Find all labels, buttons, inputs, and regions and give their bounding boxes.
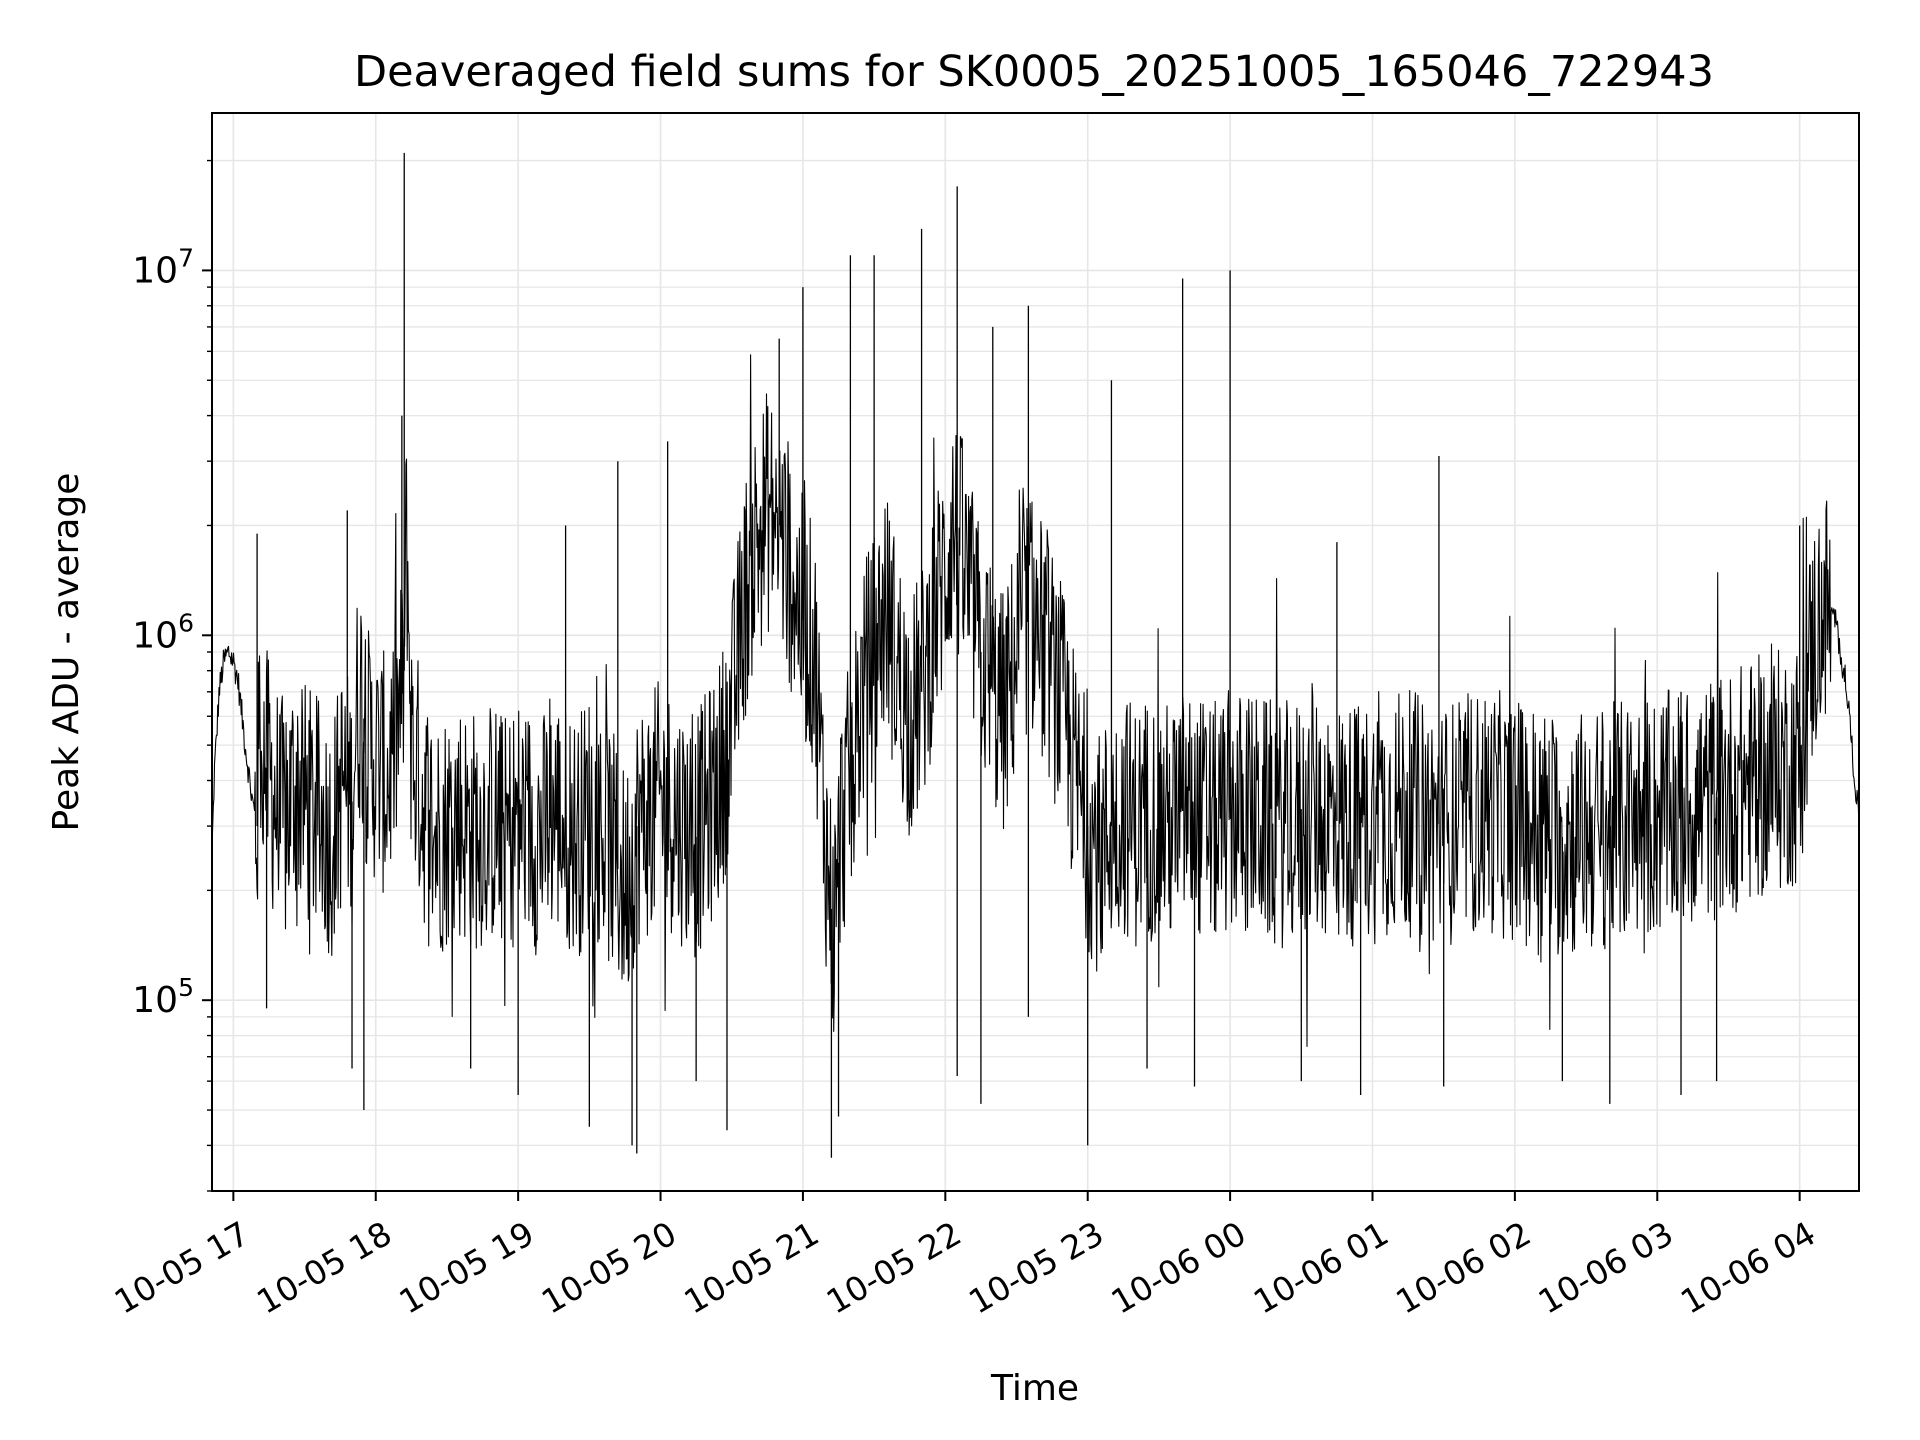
x-axis-label: Time xyxy=(990,1368,1079,1409)
y-tick-label: 105 xyxy=(132,973,194,1021)
y-tick-label: 106 xyxy=(132,608,194,656)
series-layer xyxy=(212,152,1859,1158)
y-axis: 105 106 107 xyxy=(132,159,212,1192)
y-tick-label: 107 xyxy=(132,243,194,291)
chart-title: Deaveraged field sums for SK0005_2025100… xyxy=(354,47,1714,97)
y-axis-label: Peak ADU - average xyxy=(46,473,87,832)
series-line xyxy=(212,354,1859,1047)
